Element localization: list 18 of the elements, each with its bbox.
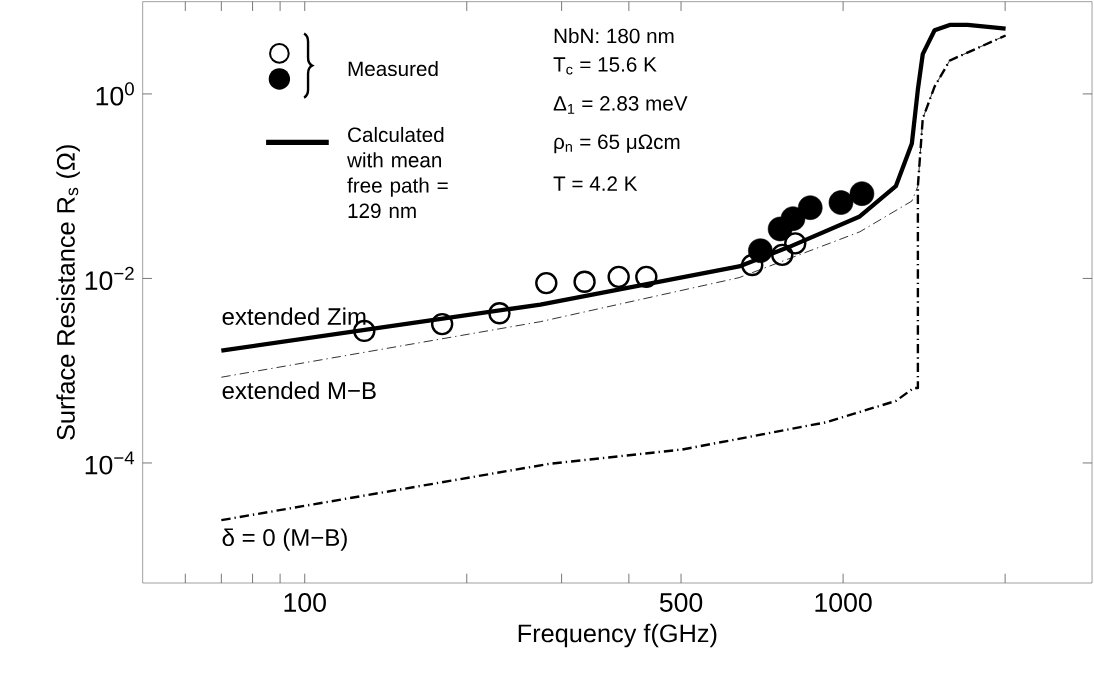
annotation: T$_{c}$ = 15.6 K bbox=[553, 57, 657, 75]
annotation: Measured bbox=[348, 60, 438, 77]
x-axis-title: Frequency f(GHz) bbox=[518, 623, 717, 648]
y-tick-label: 10$^{−4}$ bbox=[85, 451, 135, 475]
x-tick-label: 500 bbox=[659, 593, 703, 612]
x-tick-label: 1000 bbox=[815, 593, 872, 612]
annotation: Δ$_{1}$ = 2.83 meV bbox=[553, 96, 688, 114]
series-label: extended M−B bbox=[222, 381, 376, 400]
y-tick-label: 10$^{−2}$ bbox=[85, 266, 134, 291]
annotation: NbN: 180 nm bbox=[554, 28, 674, 44]
x-tick-label: 100 bbox=[284, 593, 326, 612]
annotation: Calculated with mean free path = 129 nm bbox=[347, 126, 448, 219]
series-label: extended Zim bbox=[222, 307, 366, 326]
y-axis-title: Surface Resistance R$_{s}$ (Ω) bbox=[56, 145, 80, 440]
annotation: ρ$_{n}$ = 65 μΩcm bbox=[554, 134, 680, 154]
y-tick-label: 10$^{0}$ bbox=[96, 82, 134, 106]
series-label: δ = 0 (M−B) bbox=[222, 528, 347, 551]
annotation: T = 4.2 K bbox=[553, 176, 638, 191]
